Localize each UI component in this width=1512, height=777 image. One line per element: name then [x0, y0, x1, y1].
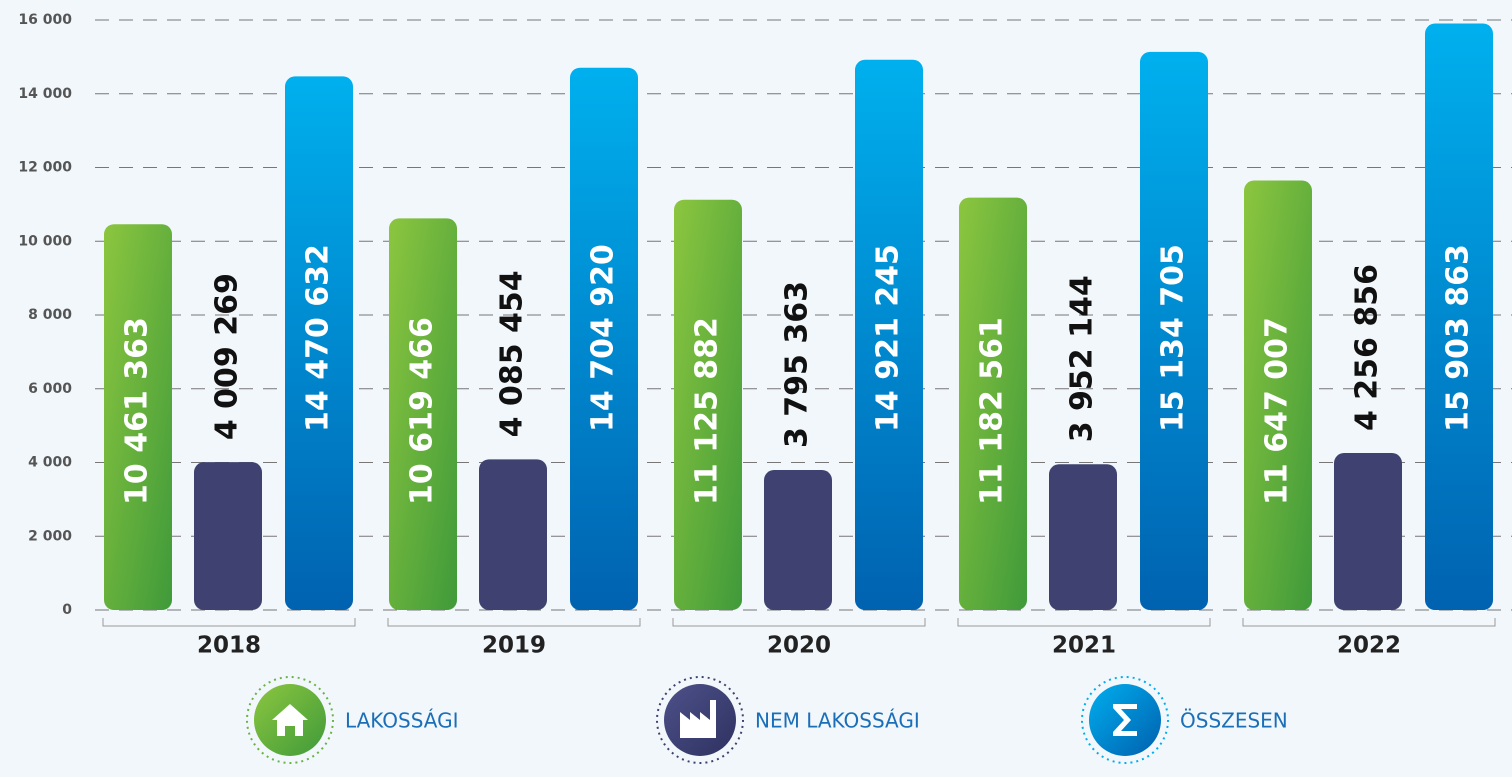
value-label: 3 952 144	[1065, 275, 1100, 442]
group-bracket	[387, 618, 641, 627]
x-tick-label: 2019	[482, 633, 546, 659]
value-label: 14 470 632	[301, 244, 336, 432]
bar	[1140, 51, 1208, 610]
x-tick-label: 2021	[1052, 633, 1116, 659]
value-label: 15 134 705	[1156, 244, 1191, 432]
bar	[479, 459, 547, 610]
y-tick-label: 16 000	[18, 12, 72, 28]
bar	[1049, 464, 1117, 610]
bar	[1244, 180, 1312, 611]
value-label: 15 903 863	[1441, 244, 1476, 432]
y-tick-label: 8 000	[28, 307, 72, 323]
value-label: 14 704 920	[586, 244, 621, 432]
bar	[764, 470, 832, 610]
legend-ring	[1081, 676, 1169, 764]
bar	[1425, 23, 1493, 611]
bar	[1334, 453, 1402, 610]
x-tick-label: 2020	[767, 633, 831, 659]
y-tick-label: 10 000	[18, 233, 72, 249]
value-label: 3 795 363	[780, 281, 815, 448]
legend-label: ÖSSZESEN	[1180, 709, 1288, 733]
house-icon	[272, 704, 308, 736]
y-tick-label: 6 000	[28, 381, 72, 397]
y-tick-label: 14 000	[18, 86, 72, 102]
bar	[674, 199, 742, 611]
y-tick-label: 0	[62, 602, 72, 618]
value-label: 11 125 882	[690, 317, 725, 505]
value-label: 11 182 561	[975, 317, 1010, 505]
bar	[389, 218, 457, 610]
bar	[194, 462, 262, 610]
legend: LAKOSSÁGI NEM LAKOSSÁGI ÖSSZESEN	[246, 676, 1288, 764]
group-bracket	[1242, 618, 1496, 627]
value-label: 4 256 856	[1350, 264, 1385, 431]
legend-label: NEM LAKOSSÁGI	[755, 709, 920, 733]
factory-icon	[680, 700, 716, 738]
y-tick-label: 4 000	[28, 455, 72, 471]
value-label: 10 619 466	[405, 317, 440, 505]
bar	[104, 224, 172, 610]
value-label: 4 085 454	[495, 270, 530, 437]
group-bracket	[957, 618, 1211, 627]
x-tick-label: 2022	[1337, 633, 1401, 659]
bar	[570, 67, 638, 610]
value-label: 4 009 269	[210, 273, 245, 440]
legend-label: LAKOSSÁGI	[345, 709, 459, 733]
value-label: 14 921 245	[871, 244, 906, 432]
bar	[855, 59, 923, 610]
legend-ring	[656, 676, 744, 764]
group-bracket	[102, 618, 356, 627]
x-tick-label: 2018	[197, 633, 261, 659]
value-label: 11 647 007	[1260, 317, 1295, 505]
sigma-icon	[1113, 704, 1137, 736]
bar	[959, 197, 1027, 610]
y-tick-label: 2 000	[28, 528, 72, 544]
legend-ring	[246, 676, 334, 764]
value-label: 10 461 363	[120, 317, 155, 505]
group-bracket	[672, 618, 926, 627]
y-tick-label: 12 000	[18, 160, 72, 176]
bar	[285, 76, 353, 610]
